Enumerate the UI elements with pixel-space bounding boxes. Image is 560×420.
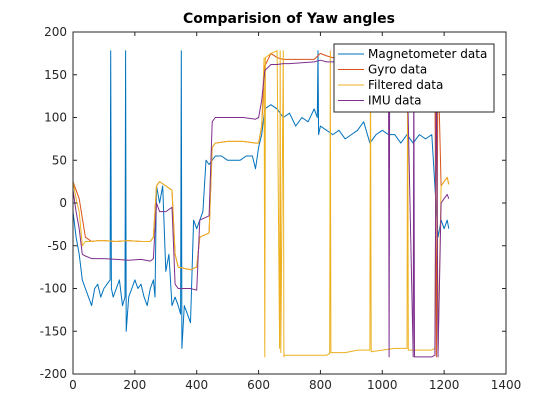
series-line-filtered-data: [73, 50, 450, 358]
legend-label: Gyro data: [368, 63, 427, 77]
y-tick-label: 200: [44, 25, 67, 39]
x-tick-label: 600: [247, 378, 270, 392]
y-tick-label: -150: [40, 324, 67, 338]
y-tick-label: 100: [44, 111, 67, 125]
legend-label: Filtered data: [368, 78, 443, 92]
y-tick-label: 50: [52, 153, 67, 167]
series-line-magnetometer-data: [73, 50, 450, 349]
x-tick-label: 0: [69, 378, 77, 392]
y-tick-label: -50: [47, 239, 67, 253]
y-tick-label: 150: [44, 68, 67, 82]
x-tick-label: 1400: [491, 378, 522, 392]
y-tick-label: 0: [59, 196, 67, 210]
legend-label: Magnetometer data: [368, 47, 487, 61]
x-tick-label: 200: [123, 378, 146, 392]
y-tick-label: -200: [40, 367, 67, 381]
x-tick-label: 1000: [367, 378, 398, 392]
axis-layer: 0 200 400 600 800 1000 1200 1400-200-150-100-50…: [40, 25, 522, 392]
x-tick-label: 400: [185, 378, 208, 392]
x-tick-label: 800: [309, 378, 332, 392]
legend-label: IMU data: [368, 94, 422, 108]
chart-title: Comparision of Yaw angles: [183, 11, 395, 27]
x-tick-label: 1200: [429, 378, 460, 392]
y-tick-label: -100: [40, 282, 67, 296]
